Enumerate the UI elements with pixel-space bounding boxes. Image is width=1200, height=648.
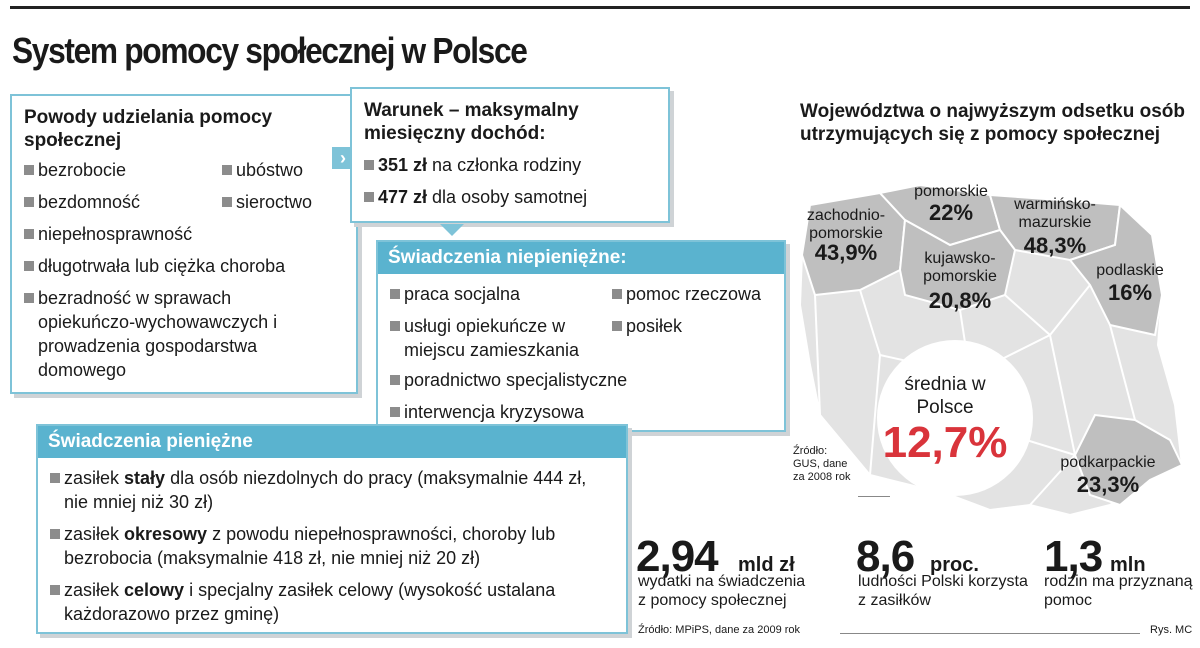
reason-poverty: ubóstwo [210,158,303,182]
map-title: Województwa o najwyższym odsetku osób ut… [800,101,1185,145]
condition-single-amount: 477 zł [378,187,428,207]
label-zachodniopomorskie: zachodnio-pomorskie [806,207,886,242]
pct-pomorskie: 22% [928,200,974,225]
benefit-purpose: zasiłek celowy i specjalny zasiłek celow… [38,578,598,626]
reasons-row-2: bezdomność sieroctwo [12,190,356,214]
average-circle [877,340,1033,496]
nonmonetary-row-2: usługi opiekuńcze w miejscu zamieszkania… [378,314,784,362]
label-pomorskie: pomorskie [914,183,988,200]
condition-single: 477 zł dla osoby samotnej [352,185,668,209]
average-label: średnia w Polsce [904,374,986,418]
benefit-periodic-pre: zasiłek [64,524,125,544]
page-title: System pomocy społecznej w Polsce [12,30,528,71]
benefit-periodic-type: okresowy [124,524,208,544]
condition-family: 351 zł na członka rodziny [352,153,668,177]
label-podlaskie: podlaskie [1096,262,1164,279]
chevron-right-icon: › [332,147,354,169]
reason-helplessness: bezradność w sprawach opiekuńczo-wychowa… [12,286,332,382]
reason-illness: długotrwała lub ciężka choroba [12,254,356,278]
footer-rule [840,633,1140,634]
label-warminsko-mazurskie: warmińsko-mazurskie [1014,196,1096,231]
label-podkarpackie: podkarpackie [1060,454,1156,471]
stat-families-unit: mln [1110,554,1146,576]
nonmonetary-box: Świadczenia niepieniężne: praca socjalna… [376,240,786,432]
benefit-permanent-pre: zasiłek [64,468,125,488]
stat-population-value: 8,6 [856,532,915,581]
pct-podlaskie: 16% [1107,280,1153,305]
stat-population-desc: ludności Polski korzysta z zasiłków [858,573,1028,609]
stat-expenditure-unit: mld zł [738,554,795,576]
reasons-row-1: bezrobocie ubóstwo [12,158,356,182]
footer-source: Źródło: MPiPS, dane za 2009 rok [638,624,801,636]
nonmonetary-heading: Świadczenia niepieniężne: [378,242,784,274]
benefit-purpose-pre: zasiłek [64,580,125,600]
pct-kujawsko-pomorskie: 20,8% [928,288,992,313]
stat-expenditure-desc: wydatki na świadczenia z pomocy społeczn… [638,573,806,609]
stat-families-value: 1,3 [1044,532,1103,581]
condition-single-text: dla osoby samotnej [427,187,588,207]
reason-unemployment: bezrobocie [12,158,210,182]
benefit-social-work: praca socjalna [378,282,600,306]
stat-expenditure-value: 2,94 [636,532,719,581]
reasons-heading: Powody udzielania pomocy społecznej [24,107,273,151]
region-podkarpackie [1073,413,1184,507]
stat-families-desc: rodzin ma przyznaną pomoc [1044,573,1193,609]
benefit-periodic-text: z powodu niepełnosprawności, choroby lub… [64,524,556,568]
pct-warminsko-mazurskie: 48,3% [1023,233,1087,258]
monetary-box: Świadczenia pieniężne zasiłek stały dla … [36,424,628,634]
condition-family-text: na członka rodziny [427,155,582,175]
benefit-material-aid: pomoc rzeczowa [600,282,761,306]
condition-family-amount: 351 zł [378,155,428,175]
condition-box: Warunek – maksymalny miesięczny dochód: … [350,87,670,223]
average-value: 12,7% [882,418,1008,467]
map-source-rule [858,496,890,497]
benefit-periodic: zasiłek okresowy z powodu niepełnosprawn… [38,522,598,570]
poland-map [798,183,1184,517]
benefit-permanent: zasiłek stały dla osób niezdolnych do pr… [38,466,598,514]
map-source: Źródło: GUS, dane za 2008 rok [793,445,851,483]
pct-zachodniopomorskie: 43,9% [814,240,878,265]
monetary-heading: Świadczenia pieniężne [38,426,626,458]
benefit-crisis: interwencja kryzysowa [378,400,784,424]
benefit-counselling: poradnictwo specjalistyczne [378,368,784,392]
chevron-down-icon [440,224,464,236]
benefit-meal: posiłek [600,314,682,362]
label-kujawsko-pomorskie: kujawsko-pomorskie [923,250,997,285]
stat-population-unit: proc. [930,554,979,576]
reasons-box: Powody udzielania pomocy społecznej bezr… [10,94,358,394]
benefit-purpose-text: i specjalny zasiłek celowy (wysokość ust… [64,580,556,624]
benefit-permanent-type: stały [124,468,166,488]
nonmonetary-row-1: praca socjalna pomoc rzeczowa [378,282,784,306]
benefit-permanent-text: dla osób niezdolnych do pracy (maksymaln… [64,468,587,512]
condition-heading: Warunek – maksymalny miesięczny dochód: [364,100,579,144]
benefit-purpose-type: celowy [124,580,185,600]
top-rule [10,6,1190,9]
footer-credit: Rys. MC [1150,624,1193,636]
benefit-care-services: usługi opiekuńcze w miejscu zamieszkania [378,314,600,362]
pct-podkarpackie: 23,3% [1076,472,1140,497]
reason-orphanhood: sieroctwo [210,190,312,214]
reason-disability: niepełnosprawność [12,222,356,246]
reason-homelessness: bezdomność [12,190,210,214]
